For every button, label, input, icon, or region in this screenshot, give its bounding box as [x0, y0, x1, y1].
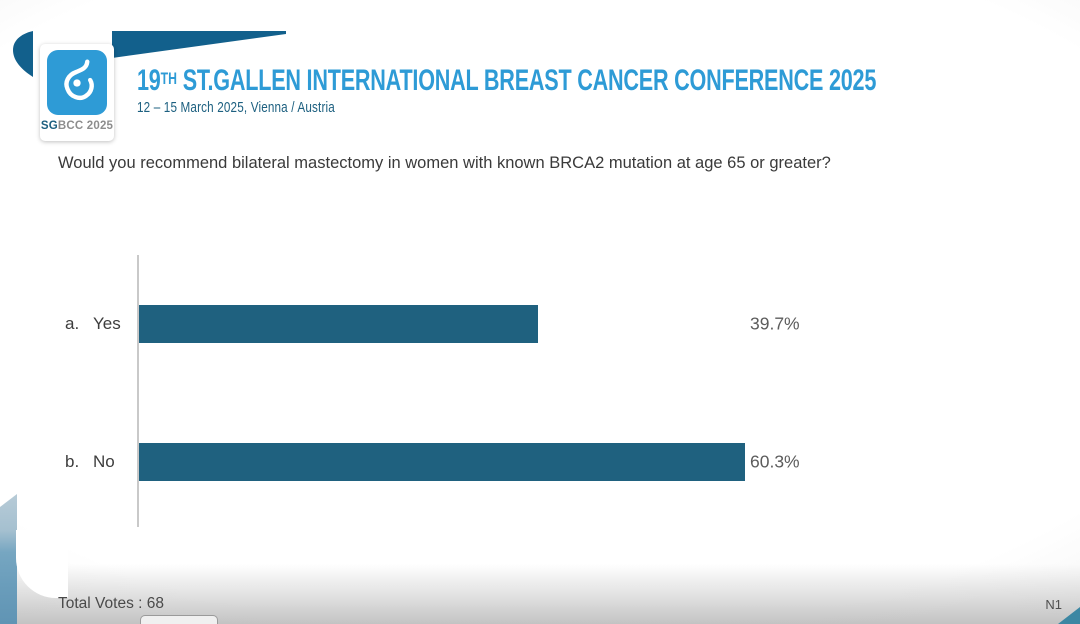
- vote-bar-no: [139, 443, 745, 481]
- option-letter: b.: [65, 452, 80, 471]
- option-text: Yes: [93, 314, 121, 333]
- conference-subtitle: 12 – 15 March 2025, Vienna / Austria: [137, 99, 335, 116]
- option-label-yes: a. Yes: [65, 314, 121, 334]
- conference-title: 19TH ST.GALLEN INTERNATIONAL BREAST CANC…: [137, 64, 876, 98]
- footer-band: [0, 564, 1080, 624]
- chart-axis-line: [137, 255, 139, 527]
- option-letter: a.: [65, 314, 80, 333]
- vote-percentage-no: 60.3%: [750, 451, 800, 472]
- vote-percentage-yes: 39.7%: [750, 313, 800, 334]
- title-number: 19: [137, 64, 161, 97]
- bottom-left-decoration: [0, 494, 17, 624]
- sgbcc-logo-card: SGBCC 2025: [40, 44, 114, 141]
- breast-glyph-icon: [64, 59, 94, 100]
- bottom-partial-button[interactable]: [140, 615, 218, 624]
- header-title-block: 19TH ST.GALLEN INTERNATIONAL BREAST CANC…: [137, 64, 1080, 117]
- logo-text: SGBCC 2025: [41, 120, 113, 132]
- logo-text-rest: BCC 2025: [57, 120, 114, 132]
- slide-number: N1: [1045, 597, 1062, 612]
- poll-question: Would you recommend bilateral mastectomy…: [58, 154, 831, 172]
- logo-text-sg: SG: [40, 120, 58, 132]
- header-swoosh-icon: [13, 31, 286, 77]
- sgbcc-logo-icon: [47, 50, 107, 115]
- option-text: No: [93, 452, 115, 471]
- vote-bar-yes: [139, 305, 538, 343]
- option-label-no: b. No: [65, 452, 115, 472]
- swoosh-right-wedge-icon: [112, 31, 286, 58]
- total-votes: Total Votes : 68: [58, 595, 164, 612]
- title-main: ST.GALLEN INTERNATIONAL BREAST CANCER CO…: [176, 64, 877, 97]
- swoosh-left-blade-icon: [13, 31, 33, 77]
- title-superscript: TH: [160, 69, 177, 88]
